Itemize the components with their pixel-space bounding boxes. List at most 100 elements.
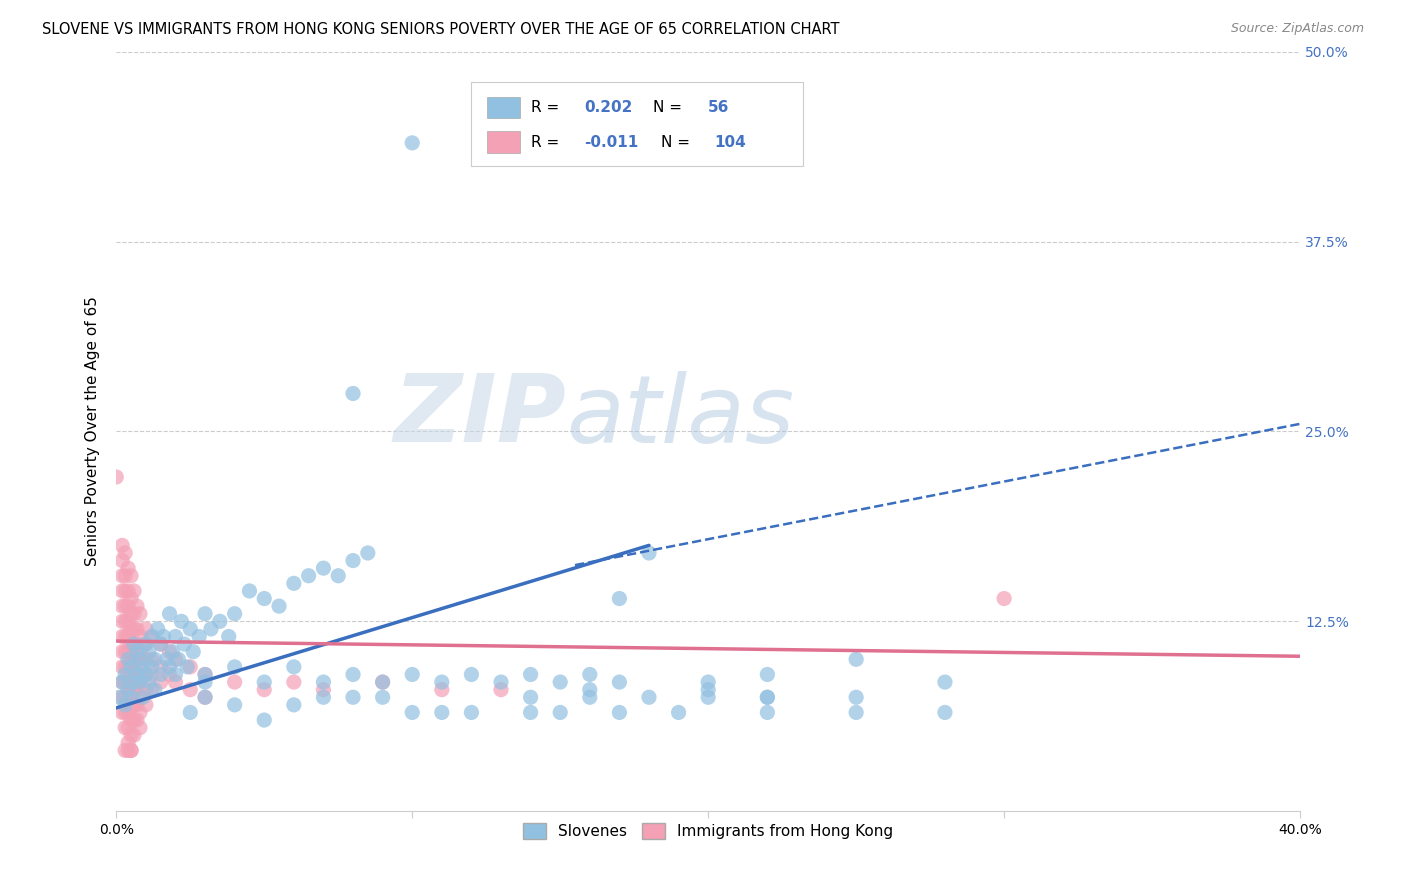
Point — [125, 698, 148, 712]
Point — [135, 667, 157, 681]
Point — [111, 630, 134, 644]
Point — [609, 706, 631, 720]
Point — [165, 675, 187, 690]
Point — [342, 553, 364, 567]
Point — [489, 136, 512, 150]
Point — [129, 660, 152, 674]
Text: 0.202: 0.202 — [583, 100, 633, 115]
Point — [117, 630, 139, 644]
Point — [135, 682, 157, 697]
Point — [114, 615, 136, 629]
Bar — [486, 96, 520, 118]
Point — [111, 690, 134, 705]
FancyBboxPatch shape — [471, 82, 803, 166]
Point — [519, 706, 541, 720]
Point — [208, 615, 231, 629]
Point — [519, 690, 541, 705]
Text: 56: 56 — [709, 100, 730, 115]
Point — [114, 599, 136, 614]
Point — [120, 698, 142, 712]
Y-axis label: Seniors Poverty Over the Age of 65: Seniors Poverty Over the Age of 65 — [86, 296, 100, 566]
Legend: Slovenes, Immigrants from Hong Kong: Slovenes, Immigrants from Hong Kong — [517, 817, 900, 846]
Point — [117, 736, 139, 750]
Point — [638, 690, 661, 705]
Point — [120, 743, 142, 757]
Point — [149, 637, 172, 651]
Point — [114, 546, 136, 560]
Point — [578, 690, 600, 705]
Point — [138, 645, 160, 659]
Point — [141, 682, 163, 697]
Point — [125, 682, 148, 697]
Point — [312, 675, 335, 690]
Text: N =: N = — [652, 100, 686, 115]
Point — [129, 607, 152, 621]
Text: atlas: atlas — [567, 371, 794, 462]
Point — [460, 706, 482, 720]
Point — [117, 615, 139, 629]
Point — [578, 682, 600, 697]
Point — [401, 706, 423, 720]
Point — [114, 568, 136, 582]
Point — [111, 675, 134, 690]
Point — [114, 743, 136, 757]
Point — [122, 667, 145, 681]
Point — [342, 690, 364, 705]
Point — [122, 682, 145, 697]
Point — [120, 660, 142, 674]
Point — [117, 652, 139, 666]
Point — [170, 615, 193, 629]
Point — [120, 591, 142, 606]
Point — [111, 615, 134, 629]
Point — [548, 675, 571, 690]
Point — [489, 682, 512, 697]
Point — [194, 690, 217, 705]
Point — [146, 622, 169, 636]
Text: R =: R = — [530, 135, 564, 150]
Point — [143, 682, 166, 697]
Point — [114, 698, 136, 712]
Point — [638, 546, 661, 560]
Point — [159, 645, 181, 659]
Point — [122, 713, 145, 727]
Point — [756, 690, 779, 705]
Point — [756, 706, 779, 720]
Point — [357, 546, 380, 560]
Point — [845, 706, 868, 720]
Point — [122, 607, 145, 621]
Text: N =: N = — [661, 135, 695, 150]
Point — [120, 622, 142, 636]
Point — [125, 713, 148, 727]
Point — [224, 675, 246, 690]
Point — [253, 675, 276, 690]
Point — [165, 652, 187, 666]
Point — [141, 652, 163, 666]
Point — [283, 660, 305, 674]
Point — [179, 622, 201, 636]
Point — [117, 682, 139, 697]
Point — [371, 675, 394, 690]
Point — [668, 706, 690, 720]
Point — [117, 645, 139, 659]
Point — [159, 667, 181, 681]
Point — [328, 568, 350, 582]
Point — [129, 721, 152, 735]
Point — [609, 591, 631, 606]
Point — [162, 645, 184, 659]
Point — [117, 583, 139, 598]
Point — [117, 599, 139, 614]
Point — [120, 743, 142, 757]
Point — [125, 622, 148, 636]
Point — [253, 682, 276, 697]
Point — [122, 637, 145, 651]
Point — [149, 675, 172, 690]
Point — [342, 667, 364, 681]
Point — [122, 675, 145, 690]
Point — [141, 667, 163, 681]
Point — [129, 706, 152, 720]
Point — [430, 682, 453, 697]
Point — [371, 675, 394, 690]
Point — [114, 706, 136, 720]
Point — [194, 607, 217, 621]
Point — [132, 660, 155, 674]
